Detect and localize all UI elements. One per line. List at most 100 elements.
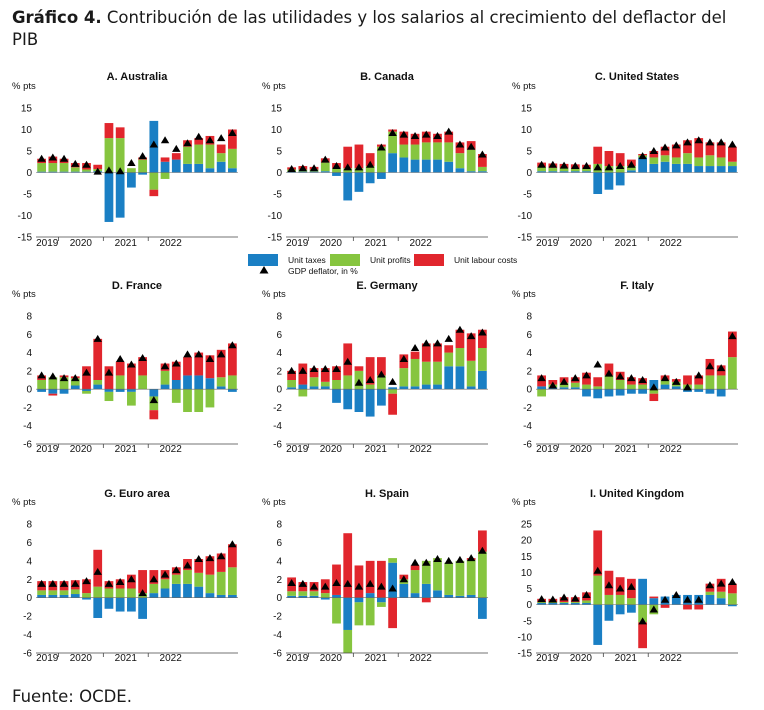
gdp-deflator-marker [354,163,364,171]
bar-unit-labour-costs [205,556,215,575]
bar-unit-profits [115,588,125,598]
y-tick-label: 6 [526,330,532,341]
y-tick-label: 0 [526,600,532,611]
bar-unit-taxes [37,594,46,598]
bar-unit-taxes [433,384,442,390]
bar-unit-profits [216,571,226,595]
bar-unit-taxes [582,171,591,173]
bar-unit-taxes [70,171,80,173]
y-tick-label: -15 [18,233,33,244]
bar-unit-profits [194,144,204,164]
bar-unit-taxes [660,384,670,390]
bar-unit-profits [377,146,386,173]
bar-unit-labour-costs [309,368,319,378]
bar-unit-taxes [149,593,159,598]
bar-unit-profits [615,166,625,173]
y-tick-label: -6 [273,440,282,451]
bar-unit-profits [183,146,192,164]
bar-unit-profits [466,559,476,595]
bar-unit-taxes [478,171,487,173]
bar-unit-taxes [365,593,375,598]
bar-unit-labour-costs [93,164,103,170]
bar-unit-taxes [537,603,546,605]
bar-unit-profits [694,157,704,167]
gdp-deflator-marker [388,584,397,592]
bar-unit-profits [559,602,569,604]
gdp-deflator-marker [59,579,69,587]
bar-unit-labour-costs [365,153,375,167]
title-bold: Gráfico 4. [12,8,102,27]
bar-unit-taxes [377,597,386,603]
bar-unit-profits [104,138,114,173]
x-tick-label: 2020 [70,444,93,455]
gdp-deflator-marker [172,144,181,152]
x-tick-label: 2022 [660,653,683,664]
bar-unit-taxes [216,594,226,598]
bar-unit-taxes [716,389,726,397]
bar-unit-taxes [343,172,353,201]
bar-unit-profits [466,149,476,172]
y-tick-label: -6 [23,649,32,660]
bar-unit-profits [421,142,431,160]
gdp-deflator-marker [332,162,341,170]
bar-unit-profits [388,558,397,563]
source-note: Fuente: OCDE. [12,687,132,706]
legend-unit-labour-costs: Unit labour costs [414,254,517,266]
legend-label: Unit labour costs [454,255,517,265]
gdp-deflator-marker [205,136,215,144]
panel-title: A. Australia [107,71,169,83]
bar-unit-profits [205,389,215,408]
gdp-deflator-marker [309,164,319,172]
x-tick-label: 2022 [410,238,433,249]
y-axis-label: % pts [262,289,286,300]
y-tick-label: -6 [23,440,32,451]
gdp-deflator-marker [466,142,476,150]
bar-unit-labour-costs [205,355,215,379]
gdp-deflator-marker [216,134,226,142]
bar-unit-profits [671,157,681,164]
x-tick-label: 2020 [320,238,343,249]
bar-unit-profits [332,597,341,624]
gdp-deflator-marker [548,595,558,603]
gdp-deflator-marker [537,374,546,382]
y-tick-label: -15 [518,233,533,244]
gdp-deflator-marker [422,339,431,347]
bar-unit-taxes [399,386,409,390]
y-tick-label: 5 [526,147,532,158]
gdp-deflator-marker [160,362,170,370]
gdp-deflator-marker [638,376,647,383]
bar-unit-labour-costs [683,604,692,610]
bar-unit-taxes [298,595,308,598]
y-tick-label: 15 [521,104,533,115]
bar-unit-labour-costs [320,368,330,382]
gdp-deflator-marker [433,131,442,139]
gdp-deflator-marker [194,132,203,140]
gdp-deflator-marker [649,147,659,154]
bar-unit-taxes [421,384,431,390]
y-tick-label: -5 [523,616,532,627]
bar-unit-labour-costs [82,366,91,390]
y-tick-label: -2 [273,403,282,414]
gdp-deflator-marker [728,332,737,340]
gdp-deflator-marker [683,595,692,603]
bar-unit-labour-costs [115,127,125,139]
x-tick-label: 2021 [365,653,388,664]
bar-unit-labour-costs [660,146,670,156]
bar-unit-profits [627,598,636,605]
bar-unit-taxes [582,603,591,605]
bar-unit-taxes [399,583,409,598]
gdp-deflator-marker [172,359,181,367]
x-tick-label: 2019 [286,653,309,664]
y-tick-label: 4 [276,556,282,567]
bar-unit-taxes [205,168,215,173]
x-tick-label: 2022 [660,238,683,249]
bar-unit-profits [638,604,647,623]
bar-unit-taxes [615,172,625,186]
y-tick-label: -2 [23,403,32,414]
bar-unit-labour-costs [127,363,136,390]
gdp-deflator-marker [59,154,69,162]
bar-unit-labour-costs [48,393,58,396]
gdp-deflator-marker [321,155,330,163]
bar-unit-taxes [127,172,136,188]
bar-unit-taxes [320,386,330,390]
